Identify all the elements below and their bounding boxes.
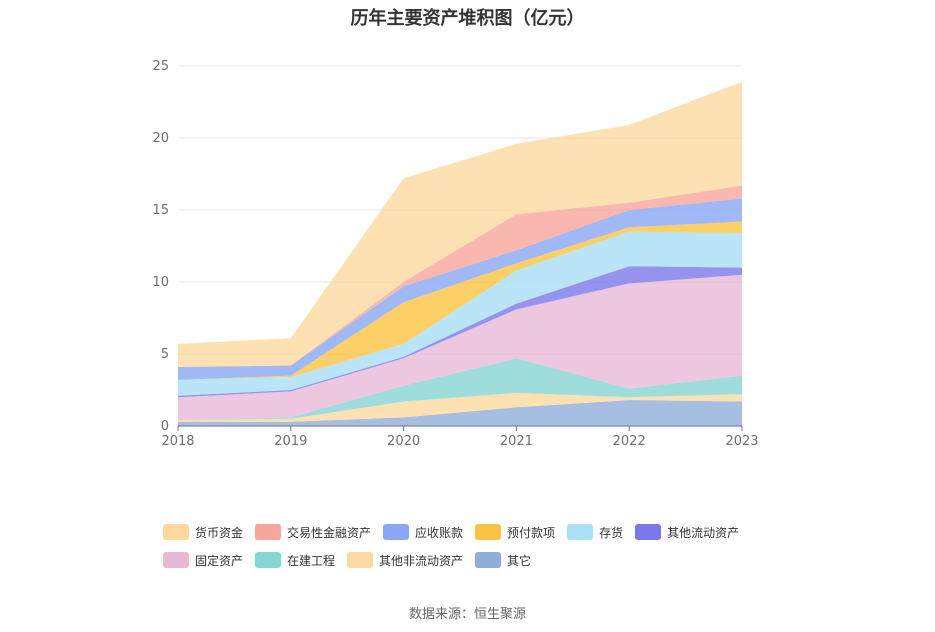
area-其他流动资产[interactable] [178,266,742,398]
area-应收账款[interactable] [178,198,742,380]
y-tick-label: 25 [152,59,169,74]
legend-item[interactable]: 交易性金融资产 [255,524,371,541]
legend-item[interactable]: 应收账款 [383,524,463,541]
legend-label: 其它 [507,553,532,568]
area-series [178,81,742,426]
axes: 0 5 10 15 20 25 2018 2019 2020 2021 2022 2023 [152,59,758,449]
data-source-note: 数据来源：恒生聚源 [408,607,526,622]
legend-swatch [567,524,594,540]
x-tick-label: 2023 [725,434,758,449]
legend-swatch [383,524,410,540]
y-tick-label: 20 [152,131,169,146]
legend-label: 在建工程 [287,553,336,568]
legend-swatch [163,524,189,540]
legend-label: 其他流动资产 [667,525,740,540]
legend-row: 固定资产 在建工程 其他非流动资产 其它 [163,546,803,574]
legend-label: 交易性金融资产 [287,525,372,540]
area-存货[interactable] [178,231,742,396]
area-其它[interactable] [178,400,742,426]
legend-swatch [347,552,374,568]
legend-item[interactable]: 其它 [475,552,531,569]
area-预付款项[interactable] [178,221,742,380]
x-tick-label: 2021 [500,434,533,449]
area-固定资产[interactable] [178,274,742,421]
x-tick-label: 2022 [613,434,646,449]
legend-item[interactable]: 其他非流动资产 [347,552,463,569]
y-tick-label: 10 [152,275,169,290]
y-tick-label: 0 [161,419,169,434]
x-tick-label: 2019 [274,434,307,449]
y-tick-label: 15 [152,203,169,218]
chart-title: 历年主要资产堆积图（亿元） [350,8,585,29]
legend-swatch [635,524,662,540]
legend-row: 货币资金 交易性金融资产 应收账款 预付款项 存货 其他流动资产 [163,518,803,546]
legend-label: 其他非流动资产 [379,553,464,568]
legend-label: 固定资产 [195,553,244,568]
legend-swatch [475,524,502,540]
area-交易性金融资产[interactable] [178,185,742,368]
legend-swatch [255,524,282,540]
area-货币资金[interactable] [178,81,742,368]
legend-item[interactable]: 固定资产 [163,552,243,569]
legend-label: 货币资金 [195,525,244,540]
legend-label: 预付款项 [507,525,556,540]
legend-swatch [475,552,502,568]
area-其他非流动资产[interactable] [178,392,742,422]
legend-swatch [255,552,282,568]
legend-item[interactable]: 预付款项 [475,524,555,541]
legend-label: 存货 [599,525,624,540]
legend: 货币资金 交易性金融资产 应收账款 预付款项 存货 其他流动资产 固定资产 在建工程 其他非流… [163,518,803,574]
x-tick-label: 2020 [387,434,420,449]
legend-item[interactable]: 其他流动资产 [635,524,739,541]
legend-label: 应收账款 [415,525,464,540]
legend-swatch [163,552,189,568]
y-tick-label: 5 [161,347,169,362]
legend-item[interactable]: 货币资金 [163,524,243,541]
legend-item[interactable]: 在建工程 [255,552,335,569]
x-tick-label: 2018 [161,434,194,449]
area-在建工程[interactable] [178,358,742,421]
legend-item[interactable]: 存货 [567,524,623,541]
